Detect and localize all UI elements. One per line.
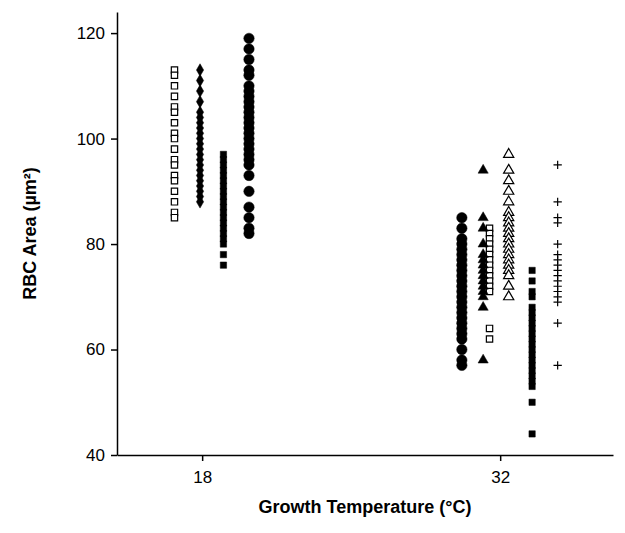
- point: [504, 196, 514, 205]
- points: [171, 33, 561, 437]
- y-axis-line: [117, 13, 119, 456]
- point: [478, 238, 488, 247]
- y-tick: 60: [86, 340, 117, 359]
- y-tick-mark: [111, 138, 117, 140]
- point: [529, 267, 535, 273]
- point: [529, 383, 535, 389]
- point: [553, 161, 561, 169]
- point: [504, 185, 514, 194]
- x-tick: 18: [193, 455, 212, 487]
- y-tick-label: 60: [86, 340, 105, 359]
- point: [171, 93, 177, 99]
- x-axis-line: [118, 455, 614, 457]
- series-6: [478, 164, 488, 363]
- series-7: [504, 149, 514, 300]
- x-tick: 32: [491, 455, 510, 487]
- y-tick-label: 80: [86, 235, 105, 254]
- point: [457, 223, 467, 233]
- series-1: [196, 64, 203, 208]
- y-axis: 40 60 80 100 120: [77, 13, 118, 465]
- y-tick-label: 100: [77, 130, 105, 149]
- point: [171, 162, 177, 168]
- y-tick: 120: [77, 24, 117, 43]
- y-tick: 100: [77, 130, 117, 149]
- x-axis-title: Growth Temperature (°C): [259, 497, 472, 517]
- point: [196, 196, 203, 208]
- point: [504, 175, 514, 184]
- y-tick-mark: [111, 244, 117, 246]
- point: [220, 251, 226, 257]
- y-tick-mark: [111, 33, 117, 35]
- point: [171, 135, 177, 141]
- point: [529, 294, 535, 300]
- x-axis: 1832: [118, 455, 614, 487]
- point: [553, 319, 561, 327]
- x-tick-mark: [500, 455, 502, 461]
- point: [478, 301, 488, 310]
- series-4: [457, 212, 467, 370]
- y-tick-label: 40: [86, 446, 105, 465]
- point: [171, 83, 177, 89]
- point: [171, 215, 177, 221]
- point: [529, 278, 535, 284]
- x-tick-label: 32: [491, 468, 510, 487]
- point: [171, 120, 177, 126]
- series-0: [171, 67, 177, 221]
- point: [244, 186, 254, 196]
- y-tick: 40: [86, 446, 117, 465]
- point: [529, 431, 535, 437]
- point: [171, 199, 177, 205]
- point: [478, 164, 488, 173]
- point: [504, 280, 514, 289]
- point: [244, 228, 254, 238]
- point: [171, 109, 177, 115]
- point: [529, 399, 535, 405]
- point: [504, 149, 514, 158]
- point: [457, 334, 467, 344]
- point: [220, 241, 226, 247]
- y-tick-mark: [111, 349, 117, 351]
- point: [171, 72, 177, 78]
- point: [553, 361, 561, 369]
- point: [478, 354, 488, 363]
- chart: 1832406080100120Growth Temperature (°C)R…: [0, 0, 625, 533]
- x-tick-label: 18: [193, 468, 212, 487]
- point: [553, 240, 561, 248]
- point: [553, 198, 561, 206]
- y-tick: 80: [86, 235, 117, 254]
- y-axis-title: RBC Area (µm²): [20, 167, 40, 300]
- x-tick-mark: [202, 455, 204, 461]
- series-9: [553, 161, 561, 370]
- point: [457, 360, 467, 370]
- point: [220, 262, 226, 268]
- point: [244, 70, 254, 80]
- point: [244, 202, 254, 212]
- point: [486, 325, 492, 331]
- point: [478, 291, 488, 300]
- series-2: [220, 151, 226, 268]
- point: [457, 344, 467, 354]
- point: [504, 291, 514, 300]
- point: [171, 188, 177, 194]
- point: [504, 164, 514, 173]
- point: [553, 298, 561, 306]
- point: [553, 219, 561, 227]
- point: [244, 33, 254, 43]
- point: [171, 178, 177, 184]
- point: [244, 212, 254, 222]
- point: [504, 270, 514, 279]
- point: [478, 222, 488, 231]
- point: [486, 336, 492, 342]
- point: [244, 170, 254, 180]
- point: [457, 212, 467, 222]
- point: [171, 146, 177, 152]
- point: [478, 212, 488, 221]
- point: [244, 54, 254, 64]
- point: [244, 160, 254, 170]
- series-3: [244, 33, 254, 239]
- y-tick-label: 120: [77, 24, 105, 43]
- series-8: [529, 267, 535, 437]
- point: [244, 44, 254, 54]
- y-tick-mark: [111, 455, 117, 457]
